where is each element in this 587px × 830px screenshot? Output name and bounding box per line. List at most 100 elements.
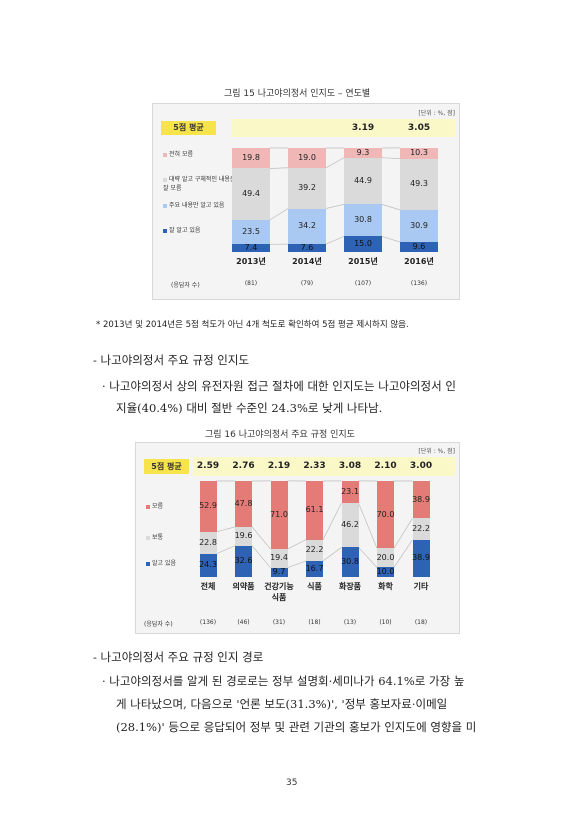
- data-label: 19.8: [242, 153, 260, 163]
- data-label: 22.2: [412, 524, 430, 533]
- section-1-line-1: · 나고야의정서 상의 유전자원 접근 절차에 대한 인지도는 나고야의정서 인: [102, 379, 456, 393]
- legend-label: 보통: [152, 534, 164, 541]
- connector-line: [322, 502, 342, 540]
- bar-segment: [235, 526, 252, 546]
- section-1-heading: - 나고야의정서 주요 규정 인지도: [93, 353, 250, 367]
- average-value: 2.76: [232, 461, 255, 471]
- data-label: 22.2: [305, 545, 324, 555]
- data-label: 47.8: [234, 498, 253, 508]
- bar-segment: [306, 481, 323, 540]
- bar-segment: [288, 148, 326, 168]
- x-tick-label: 식품: [307, 582, 322, 591]
- bar-segment: [235, 481, 252, 527]
- bar-segment: [344, 148, 382, 158]
- legend-item: 모름: [146, 502, 163, 511]
- data-label: 19.0: [298, 152, 316, 162]
- average-value: 3.19: [351, 123, 375, 133]
- data-label: 32.6: [234, 556, 253, 566]
- figure-15-unit: [단위 : %, 점]: [418, 110, 455, 117]
- connector-line: [216, 526, 236, 533]
- data-label: 22.8: [199, 537, 217, 547]
- bar-segment: [306, 539, 323, 561]
- respondent-count: (46): [237, 619, 250, 626]
- bar-segment: [341, 547, 359, 577]
- bar-segment: [400, 209, 438, 242]
- legend-label: 모름: [152, 503, 164, 510]
- bar-segment: [199, 531, 217, 554]
- legend-swatch: [146, 561, 150, 566]
- connector-line: [322, 547, 342, 562]
- data-label: 9.3: [356, 147, 370, 157]
- bar-segment: [199, 481, 217, 532]
- legend-swatch: [163, 203, 167, 208]
- bar-segment: [341, 503, 359, 548]
- figure-15-average-label: 5점 평균: [161, 121, 216, 135]
- legend-item: 알고 있음: [146, 559, 176, 568]
- x-tick-label: 화학: [378, 582, 393, 591]
- data-label: 19.6: [234, 531, 253, 541]
- figure-16-panel: [단위 : %, 점] 5점 평균 2.59 2.76 2.19 2.33 3.08 2.…: [135, 442, 460, 634]
- bar-segment: [412, 539, 430, 577]
- data-label: 23.1: [341, 486, 359, 496]
- data-label: 9.6: [412, 242, 426, 251]
- data-label: 52.9: [199, 501, 217, 511]
- legend-label: 전혀 모름: [169, 151, 193, 158]
- connector-line: [269, 167, 289, 169]
- data-label: 49.4: [242, 189, 260, 199]
- figure-16-title: 그림 16 나고야의정서 주요 규정 인지도: [205, 430, 355, 440]
- average-value: 2.33: [303, 461, 326, 471]
- respondent-count: (13): [343, 619, 357, 626]
- bar-segment: [341, 480, 359, 504]
- bar-segment: [232, 244, 270, 252]
- x-tick-label: 의약품: [232, 582, 255, 591]
- average-value: 3.08: [338, 461, 362, 471]
- average-value: 2.59: [196, 461, 220, 471]
- average-value: 2.10: [374, 461, 397, 471]
- section-2-heading: - 나고야의정서 주요 규정 인지 경로: [93, 650, 264, 664]
- legend-item: 전혀 모름: [163, 150, 243, 159]
- data-label: 10.0: [376, 567, 395, 577]
- bar-segment: [377, 481, 394, 549]
- connector-line: [287, 560, 307, 569]
- bar-segment: [288, 208, 326, 245]
- data-label: 9.7: [272, 567, 286, 577]
- connector-line: [381, 157, 401, 159]
- figure-16-average-bar: [193, 457, 455, 476]
- data-label: 7.6: [300, 243, 314, 253]
- bar-segment: [288, 167, 326, 209]
- data-label: 30.8: [354, 215, 372, 225]
- legend-swatch: [146, 504, 150, 509]
- connector-line: [393, 539, 413, 568]
- average-value: 3.05: [407, 123, 431, 133]
- figure-16-connectors: [216, 480, 413, 569]
- data-label: 70.0: [376, 509, 395, 519]
- section-1-line-2: 지율(40.4%) 대비 절반 수준인 24.3%로 낮게 나타남.: [116, 401, 383, 415]
- bar-segment: [199, 553, 217, 577]
- figure-16-unit: [단위 : %, 점]: [418, 448, 455, 455]
- respondent-count: (31): [272, 619, 286, 626]
- x-tick-label: 2015년: [348, 257, 378, 266]
- data-label: 49.3: [410, 179, 428, 189]
- respondent-count: (107): [354, 280, 372, 287]
- legend-swatch: [146, 535, 150, 540]
- bar-segment: [270, 549, 288, 568]
- legend-swatch: [163, 177, 167, 182]
- x-tick-label: 2016년: [404, 257, 434, 266]
- data-label: 10.3: [410, 148, 428, 158]
- data-label: 16.7: [305, 563, 324, 573]
- connector-line: [269, 208, 289, 221]
- bar-segment: [400, 158, 438, 210]
- respondent-count: (18): [414, 619, 428, 626]
- connector-line: [216, 545, 236, 554]
- connector-line: [325, 236, 345, 245]
- data-label: 15.0: [354, 239, 372, 249]
- figure-15-average-bar: [231, 119, 455, 137]
- data-label: 38.9: [412, 553, 430, 563]
- legend-swatch: [163, 152, 167, 157]
- legend-label: 잘 알고 있음: [169, 227, 201, 234]
- page-number: 35: [286, 778, 298, 788]
- data-label: 7.4: [244, 243, 258, 253]
- respondent-count: (10): [379, 619, 392, 626]
- data-label: 30.9: [410, 220, 428, 230]
- average-value: 2.19: [267, 461, 291, 471]
